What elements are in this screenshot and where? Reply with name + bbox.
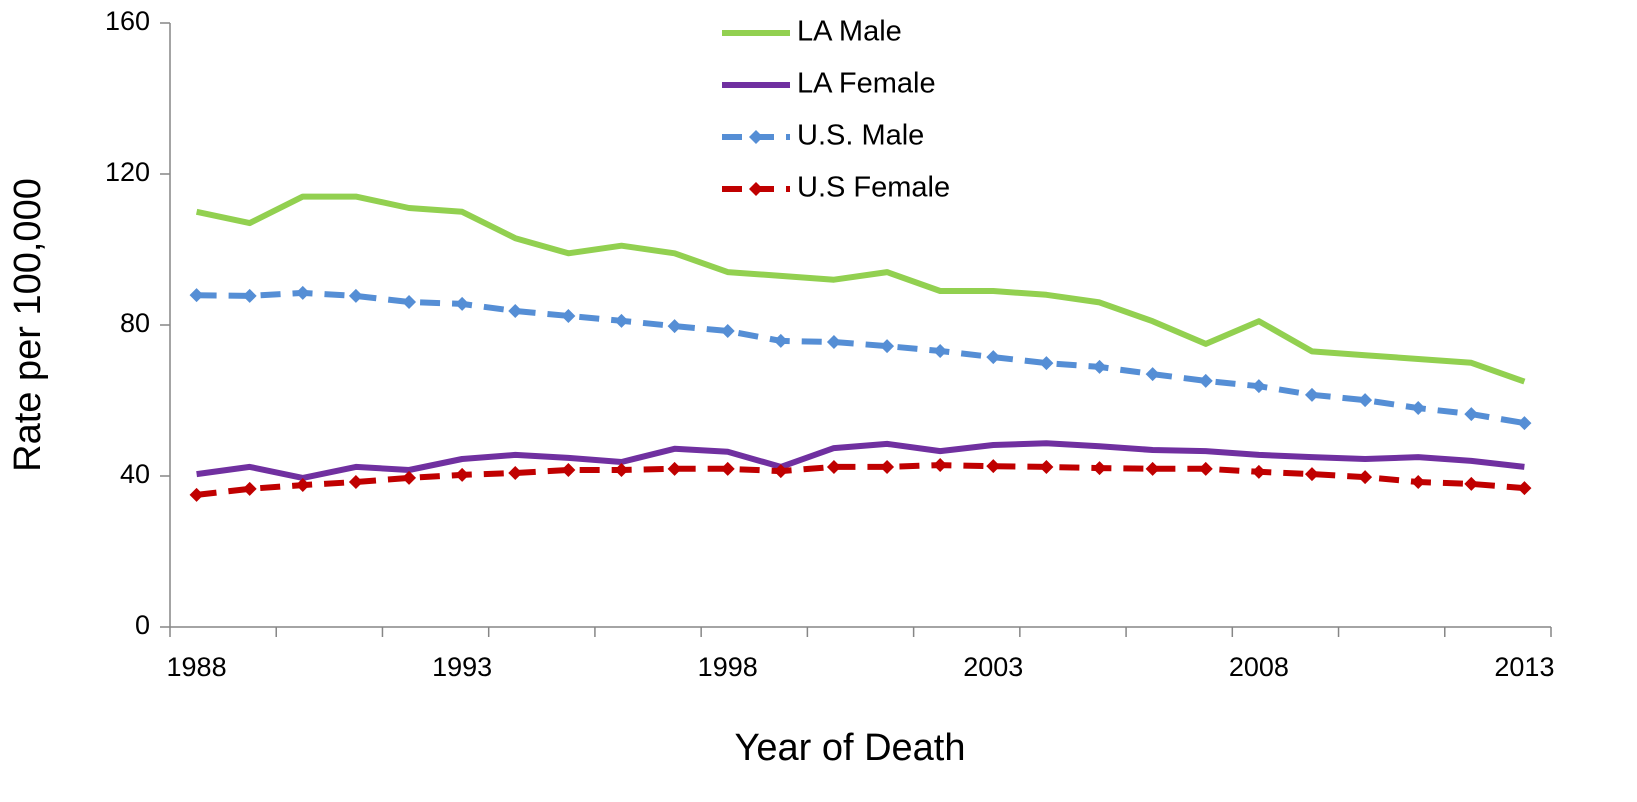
- point-marker: [295, 478, 310, 493]
- point-marker: [455, 467, 470, 482]
- point-marker: [986, 459, 1001, 474]
- legend-label: LA Male: [797, 16, 902, 48]
- point-marker: [402, 294, 417, 309]
- y-tick-label: 0: [135, 610, 150, 640]
- y-tick-label: 160: [105, 6, 150, 36]
- legend-label: U.S. Male: [797, 120, 924, 152]
- point-marker: [1198, 373, 1213, 388]
- point-marker: [1092, 359, 1107, 374]
- point-marker: [986, 350, 1001, 365]
- point-marker: [1251, 464, 1266, 479]
- legend-marker: [749, 130, 763, 144]
- point-marker: [242, 288, 257, 303]
- series-line: [195, 193, 1526, 385]
- point-marker: [189, 487, 204, 502]
- point-marker: [773, 333, 788, 348]
- point-marker: [880, 339, 895, 354]
- point-marker: [773, 464, 788, 479]
- point-marker: [1411, 475, 1426, 490]
- y-axis-label: Rate per 100,000: [7, 178, 49, 472]
- point-marker: [1411, 401, 1426, 416]
- point-marker: [667, 319, 682, 334]
- x-tick-label: 2008: [1229, 652, 1289, 682]
- legend-label: LA Female: [797, 68, 936, 100]
- x-tick-label: 1998: [698, 652, 758, 682]
- point-marker: [508, 465, 523, 480]
- legend-marker: [749, 182, 763, 196]
- legend-label: U.S Female: [797, 172, 950, 204]
- point-marker: [189, 288, 204, 303]
- point-marker: [1517, 481, 1532, 496]
- point-marker: [508, 304, 523, 319]
- point-marker: [561, 462, 576, 477]
- point-marker: [1358, 470, 1373, 485]
- series-line: [196, 289, 1525, 427]
- series-line: [196, 440, 1525, 481]
- point-marker: [402, 470, 417, 485]
- x-axis-label: Year of Death: [735, 727, 966, 769]
- point-marker: [1039, 356, 1054, 371]
- point-marker: [1464, 407, 1479, 422]
- series-line: [196, 462, 1525, 498]
- point-marker: [1358, 393, 1373, 408]
- point-marker: [826, 459, 841, 474]
- y-tick-label: 120: [105, 157, 150, 187]
- y-tick-label: 80: [120, 308, 150, 338]
- point-marker: [614, 462, 629, 477]
- y-tick-label: 40: [120, 459, 150, 489]
- point-marker: [720, 324, 735, 339]
- point-marker: [667, 461, 682, 476]
- point-marker: [561, 308, 576, 323]
- point-marker: [348, 288, 363, 303]
- point-marker: [1304, 467, 1319, 482]
- point-marker: [455, 296, 470, 311]
- point-marker: [933, 344, 948, 359]
- point-marker: [1198, 461, 1213, 476]
- point-marker: [933, 458, 948, 473]
- point-marker: [720, 461, 735, 476]
- point-marker: [1092, 461, 1107, 476]
- point-marker: [348, 475, 363, 490]
- point-marker: [826, 334, 841, 349]
- point-marker: [1145, 461, 1160, 476]
- point-marker: [242, 481, 257, 496]
- point-marker: [1039, 459, 1054, 474]
- point-marker: [1251, 379, 1266, 394]
- point-marker: [1517, 416, 1532, 431]
- x-tick-label: 2013: [1494, 652, 1554, 682]
- point-marker: [1145, 367, 1160, 382]
- point-marker: [1464, 476, 1479, 491]
- point-marker: [614, 313, 629, 328]
- point-marker: [1304, 387, 1319, 402]
- x-tick-label: 2003: [963, 652, 1023, 682]
- x-tick-label: 1988: [167, 652, 227, 682]
- x-tick-label: 1993: [432, 652, 492, 682]
- point-marker: [295, 285, 310, 300]
- point-marker: [880, 459, 895, 474]
